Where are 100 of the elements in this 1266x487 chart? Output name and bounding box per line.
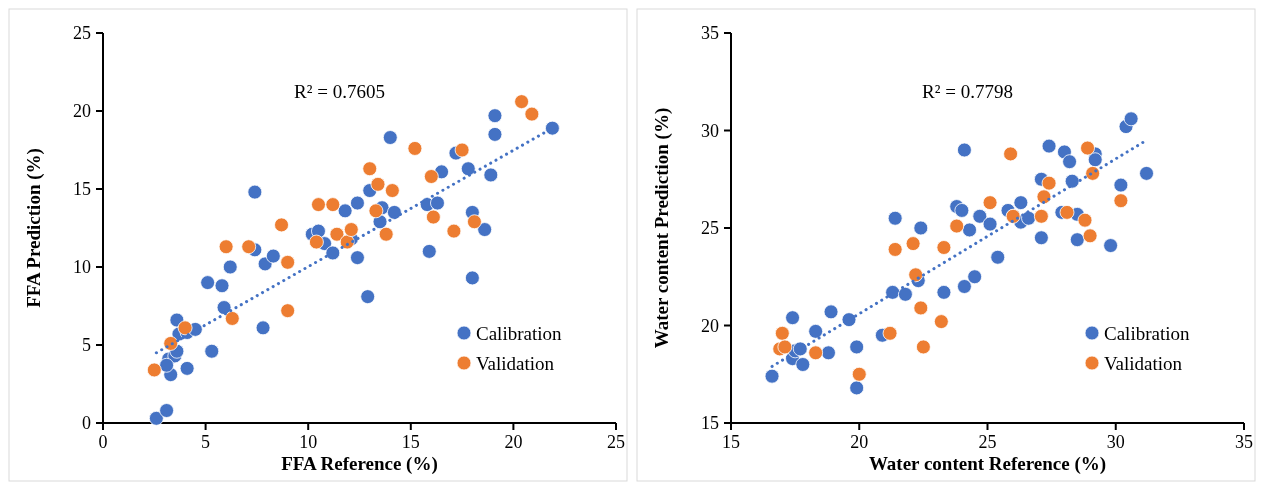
point [241, 239, 257, 255]
point [514, 94, 530, 110]
point [309, 234, 324, 250]
x-tick-label: 0 [98, 432, 108, 452]
point [430, 195, 445, 211]
point [378, 226, 394, 242]
legend-label: Validation [1104, 352, 1183, 374]
point [311, 197, 326, 212]
point [908, 267, 924, 283]
point [841, 312, 857, 328]
point [982, 195, 998, 211]
point [350, 250, 365, 266]
point [913, 300, 929, 316]
point [200, 275, 216, 290]
x-tick-label: 20 [850, 432, 869, 452]
point [1077, 212, 1093, 228]
x-tick-label: 20 [504, 432, 523, 452]
point [370, 176, 386, 192]
point [795, 357, 811, 372]
x-tick-label: 30 [1106, 432, 1125, 452]
point [343, 222, 359, 237]
y-tick-label: 15 [73, 179, 91, 200]
point [454, 142, 470, 158]
point [487, 108, 503, 124]
point [368, 203, 384, 219]
y-tick-label: 35 [701, 23, 719, 44]
point [1080, 140, 1095, 156]
y-tick-label: 15 [701, 413, 719, 434]
point [204, 343, 220, 359]
point [1033, 230, 1049, 246]
point [777, 339, 793, 355]
point [972, 208, 988, 224]
y-tick-label: 5 [82, 335, 91, 356]
point [247, 184, 263, 200]
point [849, 380, 865, 396]
point [421, 244, 437, 259]
x-tick-label: 25 [607, 432, 625, 452]
point [446, 223, 462, 239]
point [1064, 173, 1080, 189]
point [467, 214, 482, 230]
point [887, 242, 903, 257]
point [280, 303, 296, 319]
point [957, 279, 972, 294]
annotation: R² = 0.7605 [294, 81, 385, 102]
point [159, 357, 175, 373]
point [1082, 228, 1098, 244]
point [146, 362, 162, 378]
point [808, 323, 824, 339]
point [1062, 154, 1077, 170]
x-tick-label: 10 [299, 432, 318, 452]
point [425, 209, 441, 225]
point [159, 403, 175, 418]
point [280, 254, 296, 270]
point [990, 249, 1006, 265]
point [915, 339, 931, 355]
point [1113, 193, 1129, 209]
point [1103, 238, 1119, 253]
point [1013, 195, 1029, 211]
x-tick-label: 25 [978, 432, 997, 452]
point [1069, 232, 1085, 248]
point [1113, 177, 1129, 193]
point [325, 245, 341, 261]
point [1123, 111, 1139, 127]
legend-label: Calibration [1104, 322, 1190, 344]
point [849, 339, 865, 355]
point [148, 410, 164, 426]
point [460, 161, 476, 177]
point [851, 366, 867, 382]
point [764, 368, 780, 384]
x-axis-title: Water content Reference (%) [868, 453, 1107, 475]
point [882, 325, 898, 341]
point [898, 286, 913, 302]
point [544, 120, 560, 136]
legend-label: Calibration [476, 322, 562, 344]
point [949, 218, 965, 234]
point [792, 341, 808, 357]
point [362, 161, 378, 177]
point [1041, 175, 1057, 191]
point [218, 239, 234, 255]
point [954, 203, 970, 218]
point [982, 216, 998, 232]
point [785, 310, 800, 326]
point [967, 269, 983, 285]
point [885, 284, 900, 300]
point [913, 220, 929, 236]
point [384, 183, 400, 198]
point [214, 278, 230, 294]
point [350, 195, 365, 211]
point [483, 167, 499, 183]
point [936, 240, 952, 255]
point [1087, 152, 1103, 168]
x-tick-label: 15 [722, 432, 740, 452]
point [936, 284, 952, 300]
point [216, 300, 232, 315]
point [823, 304, 839, 320]
point [179, 361, 195, 376]
point [222, 259, 238, 275]
point [382, 130, 398, 145]
y-tick-label: 25 [73, 23, 91, 44]
x-axis-title: FFA Reference (%) [281, 453, 438, 475]
